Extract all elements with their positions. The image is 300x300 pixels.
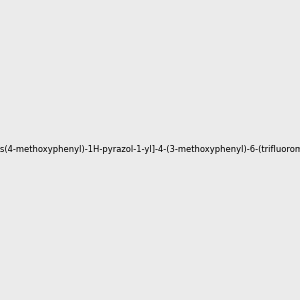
Text: 2-[4-chloro-3,5-bis(4-methoxyphenyl)-1H-pyrazol-1-yl]-4-(3-methoxyphenyl)-6-(tri: 2-[4-chloro-3,5-bis(4-methoxyphenyl)-1H-… xyxy=(0,146,300,154)
